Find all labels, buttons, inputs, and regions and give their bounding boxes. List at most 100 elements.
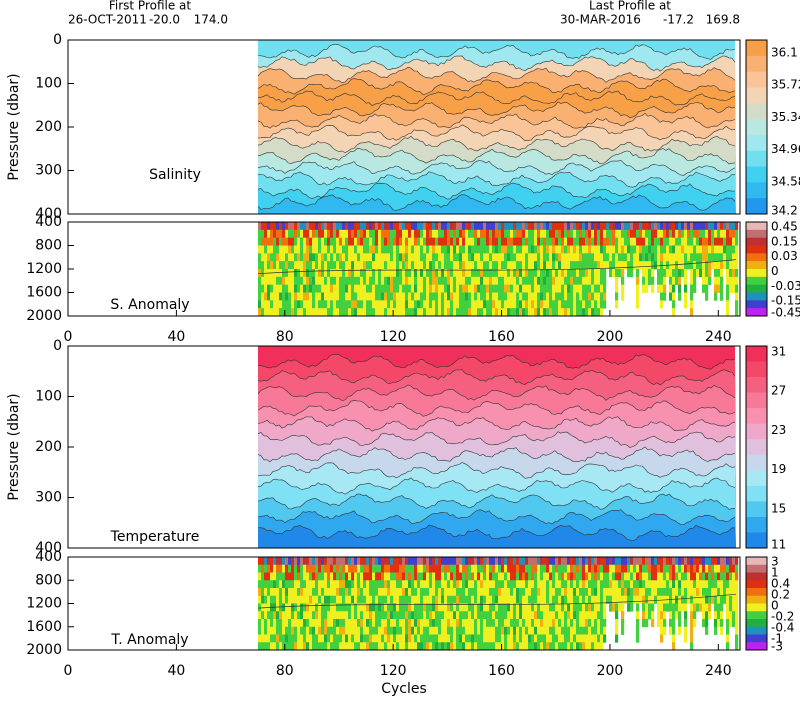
field-cell [321, 634, 325, 643]
field-cell [453, 572, 457, 581]
field-cell [624, 557, 628, 566]
field-cell [384, 572, 388, 581]
field-cell [429, 300, 433, 309]
field-cell [567, 595, 571, 604]
field-cell [417, 626, 421, 635]
colorbar-cell [746, 501, 767, 518]
field-cell [267, 284, 271, 293]
field-cell [660, 237, 664, 246]
field-cell [702, 237, 706, 246]
field-cell [585, 300, 589, 309]
field-cell [537, 572, 541, 581]
field-cell [333, 276, 337, 286]
field-cell [417, 229, 421, 239]
field-cell [261, 276, 265, 286]
field-cell [384, 611, 388, 620]
field-cell [579, 269, 583, 278]
field-cell [366, 572, 370, 581]
field-cell [396, 237, 400, 246]
field-cell [549, 253, 553, 262]
field-cell [483, 300, 487, 309]
field-cell [297, 284, 301, 293]
field-cell [672, 626, 676, 635]
field-cell [321, 229, 325, 239]
field-cell [405, 261, 409, 270]
field-cell [519, 276, 523, 286]
field-cell [477, 292, 481, 301]
field-cell [720, 284, 724, 293]
field-cell [297, 572, 301, 581]
field-cell [318, 595, 322, 604]
field-cell [528, 595, 532, 604]
field-cell [651, 261, 655, 270]
field-cell [297, 276, 301, 286]
field-cell [357, 229, 361, 239]
field-cell [720, 580, 724, 589]
field-cell [327, 292, 331, 301]
field-cell [663, 237, 667, 246]
field-cell [435, 642, 439, 651]
field-cell [564, 261, 568, 270]
field-cell [711, 237, 715, 246]
field-cell [540, 284, 544, 293]
field-cell [474, 572, 478, 581]
field-cell [666, 253, 670, 262]
field-cell [450, 253, 454, 262]
field-cell [624, 222, 628, 231]
field-cell [345, 292, 349, 301]
colorbar-label: -0.2 [771, 610, 794, 624]
field-cell [519, 557, 523, 566]
field-cell [378, 557, 382, 566]
field-cell [378, 642, 382, 651]
field-cell [363, 580, 367, 589]
field-cell [396, 588, 400, 597]
field-cell [471, 292, 475, 301]
field-cell [447, 564, 451, 573]
field-cell [297, 300, 301, 309]
field-cell [333, 642, 337, 651]
x-tick-label: 0 [64, 663, 73, 679]
field-cell [429, 557, 433, 566]
field-cell [555, 580, 559, 589]
field-cell [516, 292, 520, 301]
field-cell [420, 572, 424, 581]
field-cell [702, 595, 706, 604]
field-cell [501, 603, 505, 612]
field-cell [684, 245, 688, 254]
field-cell [669, 572, 673, 581]
field-cell [477, 588, 481, 597]
field-cell [447, 611, 451, 620]
field-cell [369, 229, 373, 239]
field-cell [384, 580, 388, 589]
field-cell [726, 595, 730, 604]
field-cell [582, 245, 586, 254]
field-cell [564, 269, 568, 278]
field-cell [381, 603, 385, 612]
field-cell [486, 222, 490, 231]
field-cell [435, 619, 439, 628]
field-cell [546, 642, 550, 651]
field-cell [567, 269, 571, 278]
field-cell [321, 253, 325, 262]
field-cell [552, 642, 556, 651]
field-cell [435, 276, 439, 286]
field-cell [591, 300, 595, 309]
field-cell [507, 276, 511, 286]
field-cell [369, 269, 373, 278]
field-cell [507, 557, 511, 566]
field-cell [423, 300, 427, 309]
field-cell [393, 603, 397, 612]
field-cell [696, 572, 700, 581]
field-cell [726, 261, 730, 270]
contour-line [257, 113, 736, 129]
field-cell [573, 308, 577, 317]
field-cell [711, 588, 715, 597]
field-cell [414, 292, 418, 301]
field-cell [387, 557, 391, 566]
field-cell [441, 253, 445, 262]
field-cell [294, 222, 298, 231]
field-cell [639, 229, 643, 239]
field-cell [690, 603, 694, 612]
field-cell [339, 300, 343, 309]
field-cell [336, 564, 340, 573]
